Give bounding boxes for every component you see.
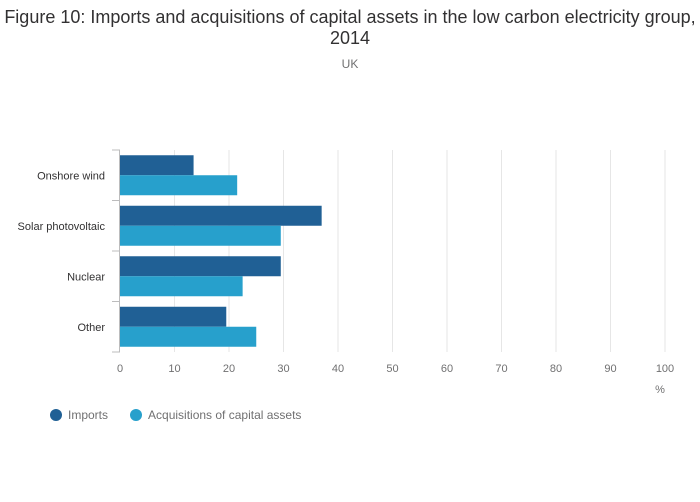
category-label: Other [77, 322, 105, 334]
x-tick-labels: 0 10 20 30 40 50 60 70 80 90 100 [117, 363, 674, 375]
bar-acquisitions-of-capital-assets-solar-photovoltaic[interactable] [120, 225, 281, 246]
legend-item-acquisitions-of-capital-assets[interactable]: Acquisitions of capital assets [130, 408, 301, 422]
legend-label: Acquisitions of capital assets [148, 408, 302, 422]
bar-imports-onshore-wind[interactable] [120, 155, 194, 176]
legend-swatch [50, 409, 62, 421]
x-tick-label: 20 [223, 363, 235, 375]
x-tick-label: 80 [550, 363, 562, 375]
category-labels: Onshore wind Solar photovoltaic Nuclear Oth… [18, 170, 106, 334]
x-tick-label: 100 [656, 363, 674, 375]
chart-title: Figure 10: Imports and acquisitions of c… [4, 7, 696, 48]
bar-acquisitions-of-capital-assets-other[interactable] [120, 326, 257, 347]
x-tick-label: 60 [441, 363, 453, 375]
bar-imports-solar-photovoltaic[interactable] [120, 205, 322, 226]
x-tick-label: 40 [332, 363, 344, 375]
x-axis-title: % [655, 384, 665, 396]
category-label: Onshore wind [37, 170, 105, 182]
x-tick-label: 30 [277, 363, 289, 375]
x-tick-label: 0 [117, 363, 123, 375]
bar-imports-nuclear[interactable] [120, 256, 281, 277]
x-tick-label: 90 [604, 363, 616, 375]
bar-acquisitions-of-capital-assets-onshore-wind[interactable] [120, 175, 238, 196]
category-label: Solar photovoltaic [18, 221, 106, 233]
category-label: Nuclear [67, 271, 105, 283]
legend-swatch [130, 409, 143, 421]
bars [120, 155, 322, 347]
x-tick-label: 50 [386, 363, 398, 375]
legend: Imports Acquisitions of capital assets [50, 408, 301, 422]
x-tick-label: 70 [495, 363, 507, 375]
x-tick-label: 10 [168, 363, 180, 375]
chart-subtitle: UK [341, 57, 359, 71]
bar-acquisitions-of-capital-assets-nuclear[interactable] [120, 276, 243, 297]
legend-item-imports[interactable]: Imports [50, 408, 108, 422]
bar-imports-other[interactable] [120, 306, 227, 327]
legend-label: Imports [68, 408, 109, 422]
